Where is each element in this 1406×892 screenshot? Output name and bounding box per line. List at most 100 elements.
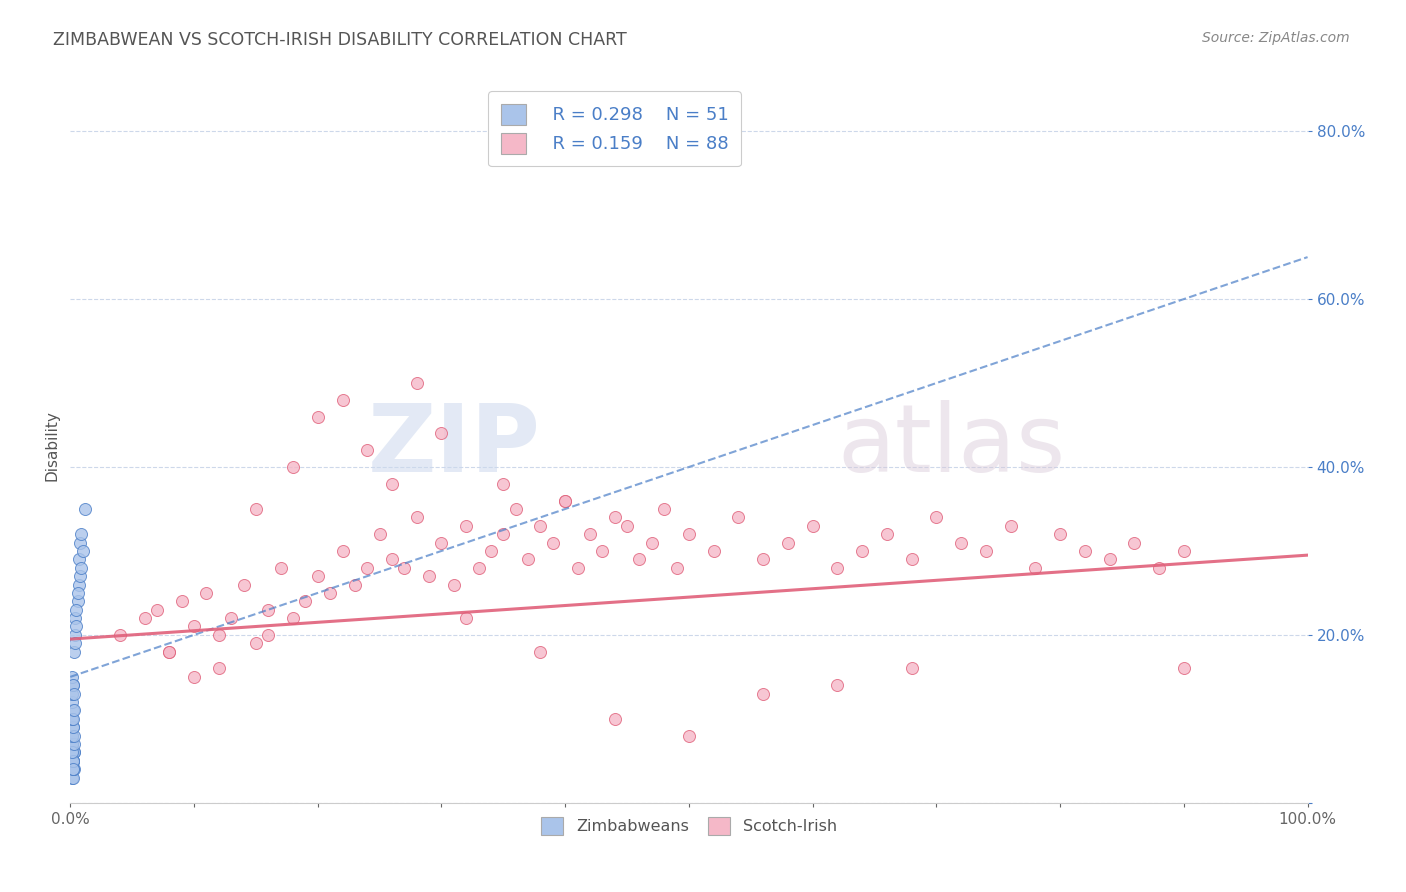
Point bbox=[60, 729, 83, 743]
Point bbox=[257, 603, 280, 617]
Point bbox=[62, 762, 84, 776]
Point bbox=[63, 746, 86, 760]
Point bbox=[752, 687, 775, 701]
Point bbox=[69, 569, 91, 583]
Point bbox=[974, 544, 997, 558]
Point bbox=[183, 670, 205, 684]
Point bbox=[703, 544, 725, 558]
Point bbox=[62, 754, 84, 768]
Point bbox=[66, 594, 89, 608]
Point bbox=[1074, 544, 1097, 558]
Point bbox=[925, 510, 948, 524]
Point bbox=[678, 729, 700, 743]
Point bbox=[554, 493, 576, 508]
Y-axis label: Disability: Disability bbox=[44, 410, 59, 482]
Point bbox=[591, 544, 613, 558]
Point bbox=[245, 502, 267, 516]
Point bbox=[418, 569, 440, 583]
Point bbox=[1000, 518, 1022, 533]
Point bbox=[63, 746, 86, 760]
Point bbox=[270, 560, 292, 574]
Point bbox=[60, 670, 83, 684]
Text: ZIP: ZIP bbox=[367, 400, 540, 492]
Point bbox=[641, 535, 664, 549]
Point bbox=[665, 560, 688, 574]
Point bbox=[245, 636, 267, 650]
Point bbox=[208, 661, 231, 675]
Legend: Zimbabweans, Scotch-Irish: Zimbabweans, Scotch-Irish bbox=[531, 807, 846, 845]
Point bbox=[430, 426, 453, 441]
Point bbox=[294, 594, 316, 608]
Point bbox=[851, 544, 873, 558]
Point bbox=[579, 527, 602, 541]
Point bbox=[529, 645, 551, 659]
Point bbox=[65, 628, 87, 642]
Point bbox=[60, 695, 83, 709]
Point bbox=[356, 443, 378, 458]
Point bbox=[60, 762, 83, 776]
Point bbox=[801, 518, 824, 533]
Point bbox=[62, 703, 84, 717]
Point bbox=[1147, 560, 1170, 574]
Point bbox=[62, 712, 84, 726]
Point bbox=[381, 552, 404, 566]
Point bbox=[343, 577, 366, 591]
Point bbox=[332, 544, 354, 558]
Point bbox=[62, 678, 84, 692]
Point bbox=[529, 518, 551, 533]
Point bbox=[63, 729, 86, 743]
Point bbox=[1123, 535, 1146, 549]
Point bbox=[65, 603, 87, 617]
Point bbox=[195, 586, 218, 600]
Point bbox=[60, 771, 83, 785]
Point bbox=[65, 611, 87, 625]
Point bbox=[65, 619, 87, 633]
Point bbox=[65, 636, 87, 650]
Point bbox=[60, 737, 83, 751]
Point bbox=[1024, 560, 1046, 574]
Point bbox=[146, 603, 169, 617]
Point bbox=[307, 569, 329, 583]
Point bbox=[307, 409, 329, 424]
Point bbox=[257, 628, 280, 642]
Point bbox=[66, 586, 89, 600]
Point bbox=[281, 460, 304, 475]
Point bbox=[60, 746, 83, 760]
Point bbox=[603, 712, 626, 726]
Point bbox=[108, 628, 131, 642]
Point bbox=[208, 628, 231, 642]
Point bbox=[443, 577, 465, 591]
Point bbox=[368, 527, 391, 541]
Point bbox=[492, 527, 515, 541]
Point bbox=[394, 560, 416, 574]
Point bbox=[219, 611, 242, 625]
Point bbox=[456, 611, 478, 625]
Point bbox=[652, 502, 675, 516]
Point bbox=[232, 577, 254, 591]
Point bbox=[134, 611, 156, 625]
Point bbox=[603, 510, 626, 524]
Point bbox=[72, 544, 94, 558]
Point bbox=[752, 552, 775, 566]
Point bbox=[678, 527, 700, 541]
Point bbox=[456, 518, 478, 533]
Point bbox=[63, 703, 86, 717]
Point bbox=[69, 535, 91, 549]
Point bbox=[62, 754, 84, 768]
Point bbox=[1098, 552, 1121, 566]
Point bbox=[63, 762, 86, 776]
Point bbox=[541, 535, 564, 549]
Point bbox=[467, 560, 489, 574]
Point bbox=[281, 611, 304, 625]
Point bbox=[356, 560, 378, 574]
Point bbox=[63, 687, 86, 701]
Point bbox=[827, 560, 849, 574]
Point bbox=[62, 754, 84, 768]
Point bbox=[62, 762, 84, 776]
Point bbox=[63, 737, 86, 751]
Point bbox=[517, 552, 540, 566]
Point bbox=[827, 678, 849, 692]
Point bbox=[60, 762, 83, 776]
Text: ZIMBABWEAN VS SCOTCH-IRISH DISABILITY CORRELATION CHART: ZIMBABWEAN VS SCOTCH-IRISH DISABILITY CO… bbox=[53, 31, 627, 49]
Point bbox=[75, 502, 97, 516]
